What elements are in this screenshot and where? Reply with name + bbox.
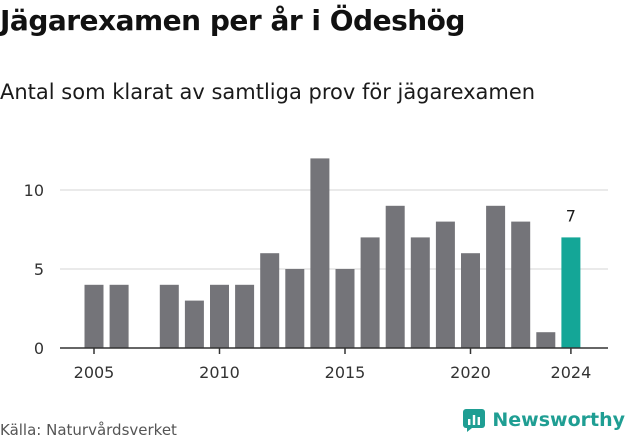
bar-2018 (410, 237, 430, 348)
bar-2010 (210, 284, 229, 348)
bar-2008 (159, 284, 179, 348)
chart-title: Jägarexamen per år i Ödeshög (0, 4, 465, 37)
bar-2013 (285, 269, 305, 348)
y-tick-label: 10 (24, 181, 44, 200)
bar-2016 (360, 237, 380, 348)
bar-2017 (385, 205, 405, 348)
bar-chart: 0 5 10 2005 2010 2015 2020 2024 7 (24, 158, 608, 382)
chart-subtitle: Antal som klarat av samtliga prov för jä… (0, 80, 536, 104)
x-tick-label: 2024 (551, 363, 592, 382)
bar-2012 (260, 253, 280, 348)
bar-2023 (536, 332, 556, 348)
bar-2020 (461, 253, 480, 348)
source-note: Källa: Naturvårdsverket (0, 421, 177, 439)
bar-2011 (235, 284, 255, 348)
bar-2022 (511, 221, 531, 348)
bar-2019 (435, 221, 455, 348)
x-axis (60, 347, 608, 354)
data-label: 7 (566, 206, 576, 225)
brand-logo: Newsworthy (462, 408, 625, 432)
x-tick-label: 2020 (450, 363, 491, 382)
bars (84, 158, 581, 348)
x-tick-label: 2005 (74, 363, 115, 382)
bar-2005 (84, 284, 104, 348)
x-tick-label: 2015 (325, 363, 366, 382)
bar-2014 (310, 158, 330, 348)
bar-2006 (109, 284, 129, 348)
brand-name: Newsworthy (492, 409, 625, 431)
x-tick-label: 2010 (199, 363, 240, 382)
bar-2021 (486, 205, 506, 348)
labels: 0 5 10 2005 2010 2015 2020 2024 7 (24, 181, 592, 382)
y-tick-label: 0 (34, 339, 44, 358)
newsworthy-logo-icon (463, 409, 486, 432)
y-tick-label: 5 (34, 260, 44, 279)
bar-2015 (335, 269, 355, 348)
bar-2024 (561, 237, 581, 348)
bar-2009 (184, 300, 204, 348)
